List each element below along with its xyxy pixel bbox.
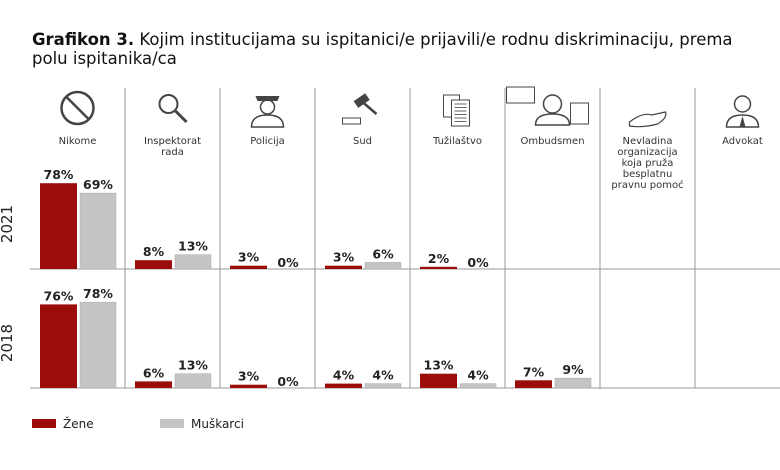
category-label: Ombudsmen: [520, 136, 584, 147]
data-label: 4%: [333, 368, 355, 383]
data-label: 0%: [467, 255, 489, 270]
bar-muskarci: [174, 373, 212, 389]
data-label: 6%: [143, 365, 165, 380]
data-label: 6%: [372, 246, 394, 261]
category-label: Nikome: [59, 136, 97, 147]
data-label: 76%: [44, 288, 74, 303]
category-label: organizacija: [617, 147, 677, 158]
bar-zene: [420, 266, 457, 269]
legend-label: Žene: [63, 416, 94, 431]
title-line1: Kojim institucijama su ispitanici/e prij…: [134, 30, 733, 49]
legend-label: Muškarci: [191, 417, 244, 431]
data-label: 2%: [428, 251, 450, 266]
category-label: rada: [161, 147, 184, 158]
documents-icon: [443, 94, 470, 127]
police-officer-icon: [250, 96, 285, 128]
data-label: 3%: [238, 250, 260, 265]
data-label: 78%: [44, 167, 74, 182]
bar-muskarci: [364, 262, 402, 270]
bar-muskarci: [554, 377, 592, 389]
category-label: Policija: [250, 136, 285, 147]
bar-zene: [420, 373, 457, 388]
magnifier-icon: [158, 94, 188, 124]
data-label: 3%: [333, 250, 355, 265]
data-label: 13%: [178, 239, 208, 254]
data-label: 8%: [143, 244, 165, 259]
data-label: 9%: [562, 362, 584, 377]
data-label: 78%: [83, 286, 113, 301]
bar-muskarci: [459, 383, 497, 389]
year-label: 2021: [0, 205, 16, 243]
category-label: pravnu pomoć: [611, 179, 683, 191]
data-label: 0%: [277, 255, 299, 270]
bar-zene: [40, 183, 77, 269]
title-prefix: Grafikon 3.: [32, 30, 135, 49]
bar-zene: [230, 265, 267, 269]
data-label: 7%: [523, 364, 545, 379]
bar-zene: [325, 383, 362, 388]
data-label: 3%: [238, 369, 260, 384]
lawyer-icon: [725, 95, 760, 128]
category-label: Sud: [353, 136, 372, 147]
bar-zene: [515, 380, 552, 388]
bar-zene: [135, 260, 172, 269]
data-label: 13%: [178, 358, 208, 373]
bar-muskarci: [79, 192, 117, 270]
bar-zene: [325, 265, 362, 269]
data-label: 0%: [277, 374, 299, 389]
title-line2: polu ispitanika/ca: [32, 49, 177, 68]
category-label: koja pruža: [622, 157, 674, 169]
bar-zene: [135, 381, 172, 388]
gavel-icon: [342, 93, 378, 125]
data-label: 69%: [83, 177, 113, 192]
data-label: 4%: [467, 368, 489, 383]
legend-swatch: [160, 419, 184, 428]
no-sign-icon: [60, 90, 95, 126]
category-label: Nevladina: [622, 136, 672, 147]
legend-swatch: [32, 419, 56, 428]
category-label: Advokat: [722, 136, 763, 147]
bar-zene: [230, 384, 267, 388]
category-label: Tužilaštvo: [432, 135, 482, 147]
year-label: 2018: [0, 324, 16, 362]
bar-muskarci: [174, 254, 212, 270]
helping-hand-icon: [628, 111, 667, 128]
data-label: 4%: [372, 368, 394, 383]
bar-muskarci: [364, 383, 402, 389]
chart-title: Grafikon 3. Kojim institucijama su ispit…: [32, 30, 780, 68]
bar-muskarci: [79, 301, 117, 389]
category-label: besplatnu: [623, 169, 673, 180]
bar-zene: [40, 304, 77, 388]
ombudsman-icon: [506, 86, 589, 126]
data-label: 13%: [424, 358, 454, 373]
category-label: Inspektorat: [144, 136, 201, 147]
